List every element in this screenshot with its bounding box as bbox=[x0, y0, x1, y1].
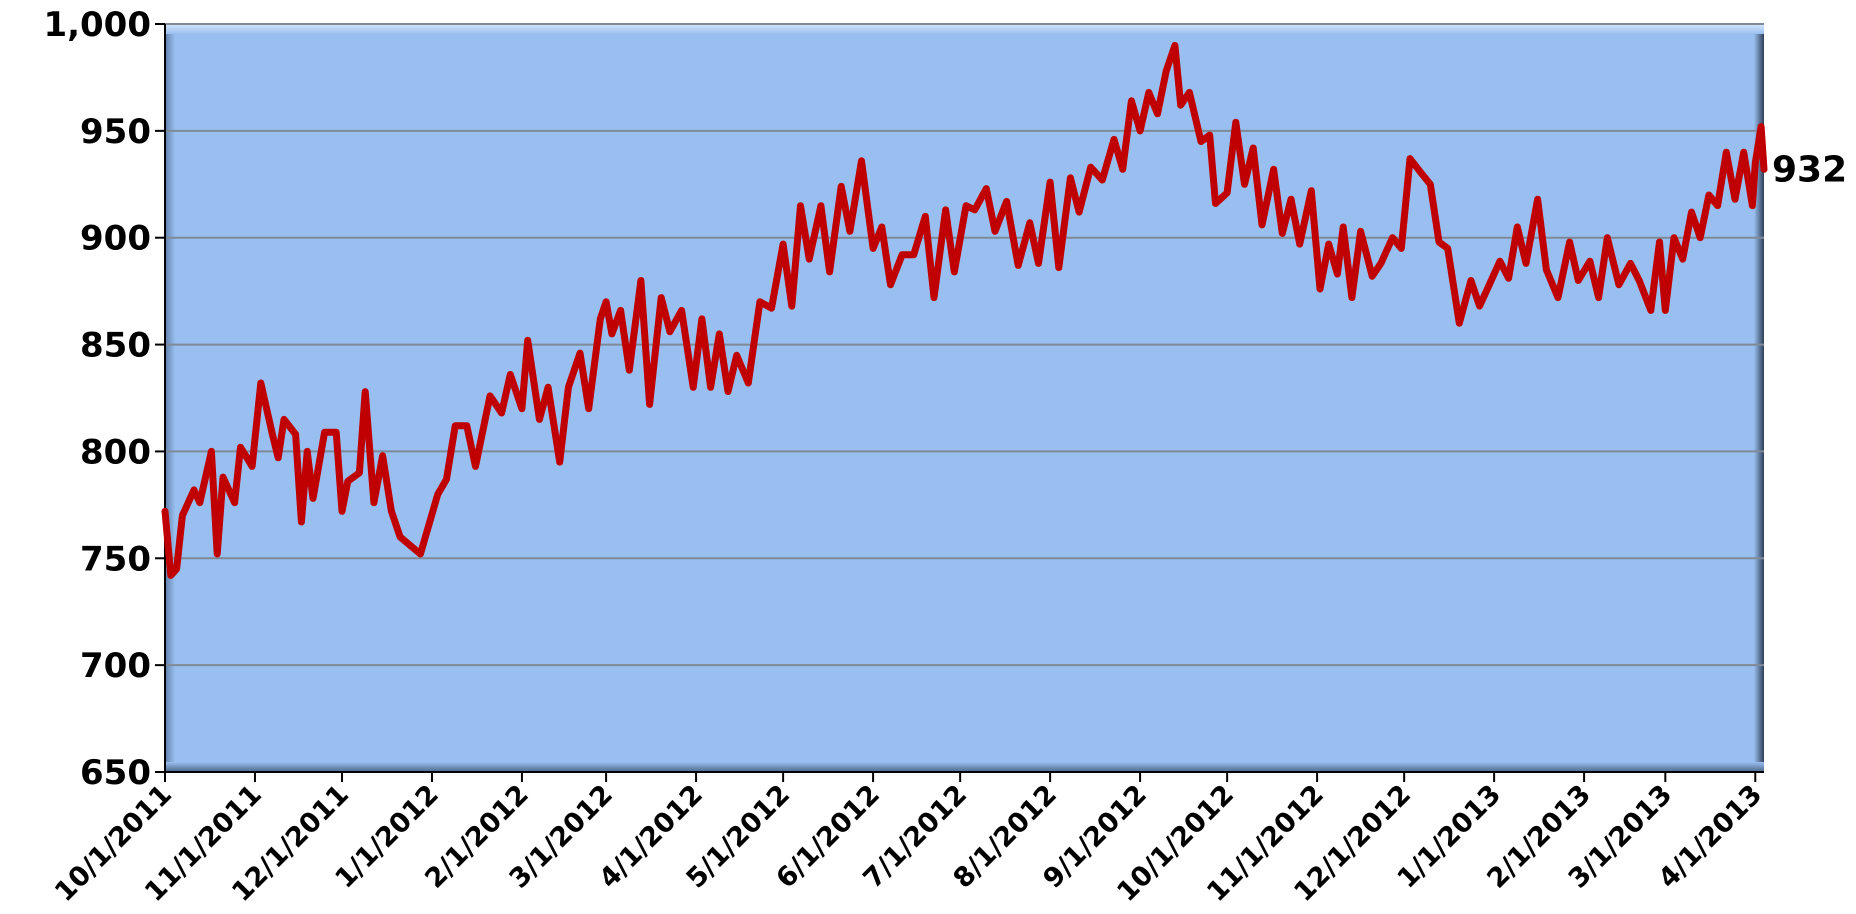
y-tick-label: 950 bbox=[80, 112, 151, 152]
y-tick-label: 700 bbox=[80, 646, 151, 686]
y-tick-label: 1,000 bbox=[43, 5, 151, 45]
data-label: 932 bbox=[1772, 149, 1847, 190]
plot-area bbox=[165, 24, 1764, 772]
y-tick-label: 850 bbox=[80, 326, 151, 366]
y-tick-label: 650 bbox=[80, 753, 151, 793]
y-tick-label: 750 bbox=[80, 539, 151, 579]
y-tick-label: 900 bbox=[80, 219, 151, 259]
y-tick-label: 800 bbox=[80, 432, 151, 472]
line-series bbox=[161, 41, 1768, 579]
